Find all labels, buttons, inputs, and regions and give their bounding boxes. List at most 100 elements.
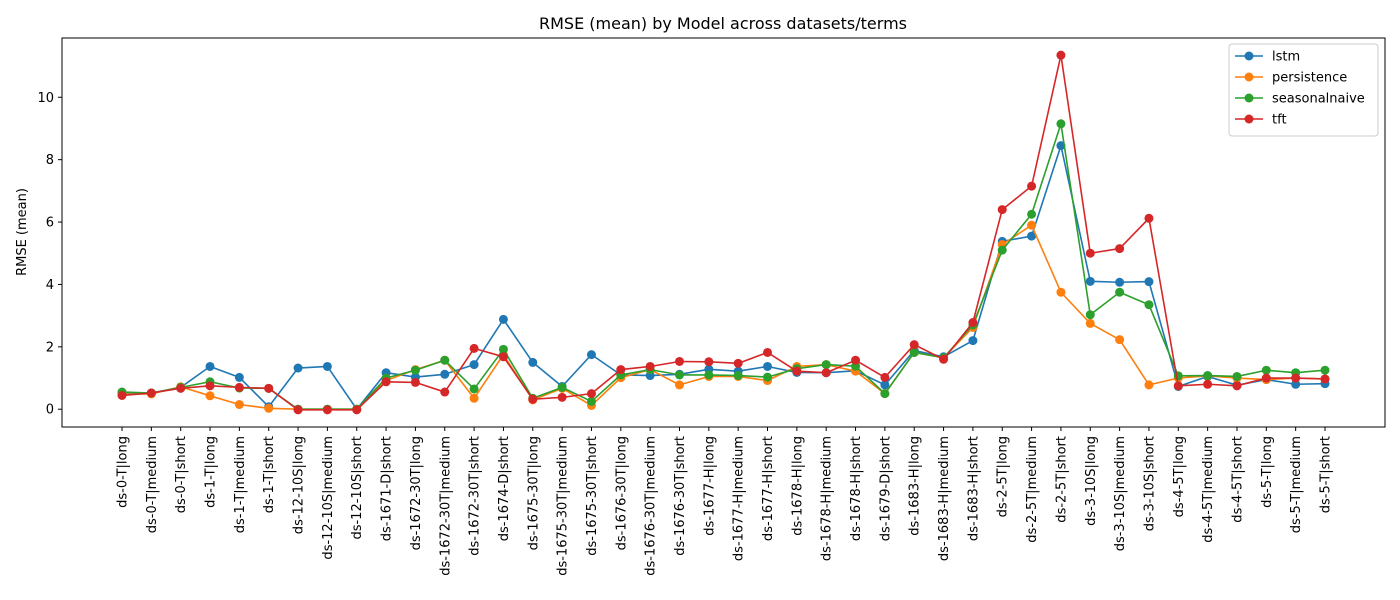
data-point-seasonalnaive	[1232, 371, 1242, 381]
x-tick-label: ds-5-T|medium	[1289, 436, 1304, 533]
x-tick-label: ds-1671-D|short	[380, 436, 395, 541]
x-tick-label: ds-1677-H|short	[761, 436, 776, 541]
x-tick-label: ds-4-5T|medium	[1201, 436, 1216, 543]
legend-marker-tft	[1244, 114, 1254, 124]
data-point-tft	[821, 368, 831, 378]
data-point-seasonalnaive	[997, 245, 1007, 255]
data-point-tft	[176, 383, 186, 393]
plot-area	[61, 37, 1386, 428]
x-tick-label: ds-3-10S|medium	[1113, 436, 1128, 551]
y-tick-label: 8	[46, 153, 54, 168]
data-point-tft	[264, 383, 274, 393]
data-point-persistence	[205, 391, 215, 401]
data-point-lstm	[968, 336, 978, 346]
data-point-tft	[733, 358, 743, 368]
x-tick-label: ds-1-T|long	[204, 436, 219, 508]
y-tick-label: 4	[46, 278, 54, 293]
series-line-lstm	[121, 144, 1326, 411]
data-point-lstm	[205, 361, 215, 371]
x-tick-label: ds-1683-H|medium	[937, 436, 952, 561]
data-point-lstm	[322, 361, 332, 371]
data-point-tft	[1027, 181, 1037, 191]
data-point-lstm	[1291, 379, 1301, 389]
data-point-tft	[1144, 213, 1154, 223]
x-tick-label: ds-1678-H|long	[790, 436, 805, 536]
data-point-tft	[234, 382, 244, 392]
x-tick-label: ds-12-10S|medium	[321, 436, 336, 560]
data-point-tft	[851, 355, 861, 365]
data-point-lstm	[528, 357, 538, 367]
x-tick-label: ds-3-10S|short	[1142, 436, 1157, 531]
x-tick-label: ds-1672-30T|short	[468, 436, 483, 556]
x-tick-label: ds-4-5T|long	[1172, 436, 1187, 517]
data-point-lstm	[440, 369, 450, 379]
x-tick-label: ds-0-T|medium	[145, 436, 160, 533]
x-tick-label: ds-1678-H|medium	[820, 436, 835, 561]
x-tick-label: ds-1677-H|long	[702, 436, 717, 536]
data-point-tft	[381, 377, 391, 387]
data-point-seasonalnaive	[1027, 209, 1037, 219]
data-point-tft	[146, 388, 156, 398]
data-point-persistence	[1056, 287, 1066, 297]
data-point-seasonalnaive	[1320, 365, 1330, 375]
data-point-tft	[616, 365, 626, 375]
x-tick-label: ds-1678-H|short	[849, 436, 864, 541]
data-point-tft	[968, 317, 978, 327]
legend-box	[1228, 43, 1379, 137]
legend-label-persistence: persistence	[1272, 71, 1347, 86]
data-point-lstm	[1085, 276, 1095, 286]
x-tick-label: ds-1683-H|short	[966, 436, 981, 541]
x-tick-label: ds-1675-30T|short	[585, 436, 600, 556]
data-point-tft	[410, 377, 420, 387]
data-point-persistence	[469, 393, 479, 403]
data-point-lstm	[234, 372, 244, 382]
x-tick-label: ds-2-5T|short	[1054, 436, 1069, 523]
data-point-persistence	[1144, 380, 1154, 390]
data-point-tft	[205, 381, 215, 391]
y-axis-label: RMSE (mean)	[15, 188, 30, 276]
data-point-tft	[498, 352, 508, 362]
data-point-tft	[939, 354, 949, 364]
data-point-seasonalnaive	[498, 344, 508, 354]
x-tick-label: ds-1-T|medium	[233, 436, 248, 533]
x-tick-label: ds-1675-30T|long	[526, 436, 541, 550]
data-point-seasonalnaive	[733, 371, 743, 381]
data-point-tft	[1173, 381, 1183, 391]
x-tick-label: ds-5-T|long	[1260, 436, 1275, 508]
legend-marker-lstm	[1244, 51, 1254, 61]
series-line-persistence	[121, 224, 1326, 411]
data-point-seasonalnaive	[1144, 300, 1154, 310]
data-point-tft	[293, 405, 303, 415]
data-point-tft	[557, 392, 567, 402]
legend-marker-persistence	[1244, 72, 1254, 82]
data-point-persistence	[674, 380, 684, 390]
x-tick-label: ds-4-5T|short	[1230, 436, 1245, 523]
data-point-seasonalnaive	[586, 396, 596, 406]
data-point-tft	[880, 372, 890, 382]
data-point-seasonalnaive	[763, 372, 773, 382]
x-tick-label: ds-1683-H|long	[908, 436, 923, 536]
data-point-seasonalnaive	[1056, 119, 1066, 129]
data-point-tft	[1291, 373, 1301, 383]
y-tick-label: 2	[46, 340, 54, 355]
data-point-tft	[674, 356, 684, 366]
series-line-seasonalnaive	[121, 122, 1326, 411]
data-point-seasonalnaive	[821, 360, 831, 370]
x-tick-label: ds-12-10S|short	[350, 436, 365, 540]
y-tick-label: 6	[46, 216, 54, 231]
data-point-tft	[1056, 50, 1066, 60]
data-point-seasonalnaive	[557, 382, 567, 392]
data-point-lstm	[1144, 277, 1154, 287]
data-point-lstm	[498, 314, 508, 324]
data-point-tft	[1203, 379, 1213, 389]
data-point-lstm	[1027, 231, 1037, 241]
x-tick-label: ds-2-5T|medium	[1025, 436, 1040, 543]
data-point-lstm	[469, 360, 479, 370]
data-point-tft	[440, 387, 450, 397]
data-point-tft	[117, 390, 127, 400]
data-point-tft	[645, 361, 655, 371]
data-point-tft	[997, 205, 1007, 215]
chart-title: RMSE (mean) by Model across datasets/ter…	[539, 14, 907, 33]
x-tick-label: ds-2-5T|long	[996, 436, 1011, 517]
